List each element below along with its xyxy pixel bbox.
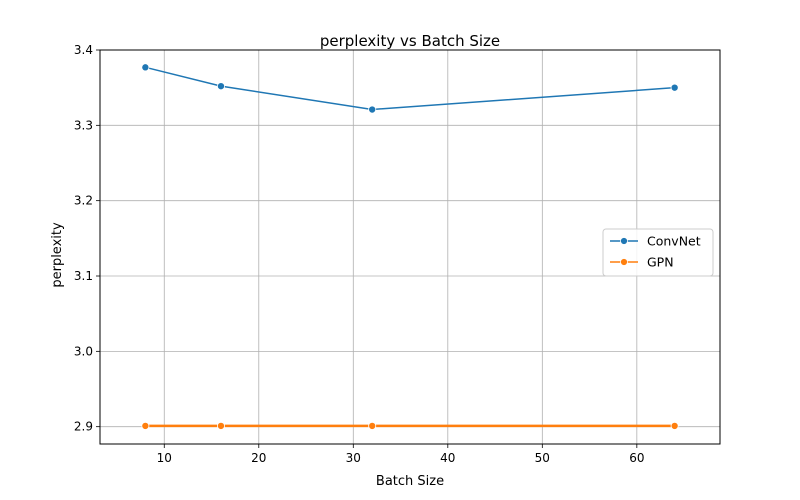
x-tick-label: 60	[629, 451, 644, 465]
axes-frame	[99, 49, 721, 445]
y-tick-label: 3.0	[74, 344, 93, 358]
legend-label-convnet: ConvNet	[647, 234, 701, 249]
legend-marker-convnet	[620, 237, 628, 245]
data-point-convnet	[216, 82, 225, 91]
data-point-convnet	[141, 63, 150, 72]
x-tick-label: 30	[346, 451, 361, 465]
chart-title: perplexity vs Batch Size	[320, 32, 500, 50]
y-axis-ticks: 2.9 3.0 3.1 3.2 3.3 3.4	[74, 43, 100, 434]
x-tick-label: 20	[251, 451, 266, 465]
y-tick-label: 3.1	[74, 269, 93, 283]
x-tick-label: 10	[157, 451, 172, 465]
series-layer	[141, 63, 679, 430]
data-point-convnet	[368, 105, 377, 114]
data-point-gpn	[368, 421, 377, 430]
y-tick-label: 3.3	[74, 118, 93, 132]
legend-marker-gpn	[620, 258, 628, 266]
data-point-convnet	[670, 83, 679, 92]
y-axis-label: perplexity	[50, 222, 65, 288]
x-tick-label: 40	[440, 451, 455, 465]
x-tick-label: 50	[535, 451, 550, 465]
y-tick-label: 3.4	[74, 43, 93, 57]
legend: ConvNet GPN	[602, 228, 714, 277]
data-point-gpn	[216, 421, 225, 430]
data-point-gpn	[141, 421, 150, 430]
y-tick-label: 2.9	[74, 420, 93, 434]
data-point-gpn	[670, 421, 679, 430]
x-axis-label: Batch Size	[376, 474, 444, 489]
series-line-convnet	[145, 66, 675, 111]
y-tick-label: 3.2	[74, 194, 93, 208]
x-axis-ticks: 10 20 30 40 50 60	[157, 444, 644, 465]
legend-label-gpn: GPN	[647, 255, 674, 270]
